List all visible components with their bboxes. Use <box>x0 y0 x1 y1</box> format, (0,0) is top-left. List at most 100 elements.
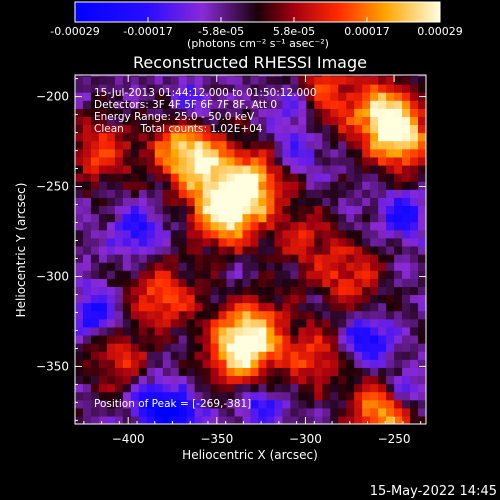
heatmap-cell <box>226 383 236 393</box>
heatmap-cell <box>370 124 379 134</box>
heatmap-cell <box>402 310 411 320</box>
heatmap-cell <box>226 140 236 150</box>
heatmap-cell <box>282 286 291 296</box>
heatmap-cell <box>146 286 156 296</box>
heatmap-cell <box>162 343 172 352</box>
heatmap-cell <box>218 407 228 417</box>
heatmap-cell <box>106 116 116 126</box>
heatmap-cell <box>386 116 395 126</box>
heatmap-cell <box>162 383 172 393</box>
heatmap-cell <box>75 351 84 360</box>
heatmap-cell <box>370 75 379 77</box>
heatmap-cell <box>378 75 387 85</box>
heatmap-cell <box>306 245 315 255</box>
heatmap-cell <box>282 245 291 255</box>
heatmap-cell <box>178 205 188 215</box>
heatmap-cell <box>394 148 403 158</box>
heatmap-cell <box>282 375 291 385</box>
heatmap-cell <box>322 237 331 247</box>
heatmap-cell <box>338 124 347 134</box>
heatmap-cell <box>330 205 339 215</box>
heatmap-cell <box>402 302 411 312</box>
heatmap-cell <box>98 92 108 101</box>
heatmap-cell <box>250 254 260 263</box>
heatmap-cell <box>370 189 379 198</box>
heatmap-cell <box>138 92 148 101</box>
heatmap-cell <box>282 391 291 401</box>
heatmap-cell <box>130 343 140 352</box>
heatmap-cell <box>130 92 140 101</box>
heatmap-cell <box>186 391 196 401</box>
heatmap-cell <box>138 229 148 239</box>
heatmap-cell <box>386 399 395 409</box>
heatmap-cell <box>306 343 315 352</box>
heatmap-cell <box>362 351 371 360</box>
heatmap-cell <box>386 237 395 247</box>
heatmap-cell <box>146 351 156 360</box>
heatmap-cell <box>298 189 307 198</box>
heatmap-cell <box>202 205 212 215</box>
heatmap-cell <box>354 391 363 401</box>
heatmap-cell <box>178 302 188 312</box>
heatmap-cell <box>250 359 260 368</box>
y-axis-label: Heliocentric Y (arcsec) <box>14 183 28 318</box>
heatmap-cell <box>274 83 284 93</box>
heatmap-cell <box>122 197 132 207</box>
heatmap-cell <box>266 140 276 150</box>
heatmap-cell <box>90 197 100 207</box>
heatmap-cell <box>354 415 363 424</box>
heatmap-cell <box>338 197 347 207</box>
heatmap-cell <box>250 164 260 174</box>
heatmap-cell <box>210 310 220 320</box>
heatmap-cell <box>338 108 347 117</box>
heatmap-cell <box>162 278 172 287</box>
heatmap-cell <box>298 310 307 320</box>
heatmap-cell <box>418 302 426 312</box>
heatmap-cell <box>82 164 92 174</box>
heatmap-cell <box>394 286 403 296</box>
heatmap-cell <box>250 343 260 352</box>
heatmap-cell <box>90 164 100 174</box>
heatmap-cell <box>218 116 228 126</box>
heatmap-cell <box>250 294 260 304</box>
heatmap-cell <box>154 310 164 320</box>
heatmap-cell <box>290 318 299 328</box>
heatmap-cell <box>346 326 355 336</box>
heatmap-cell <box>146 213 156 223</box>
heatmap-cell <box>154 189 164 198</box>
heatmap-cell <box>98 100 108 109</box>
heatmap-cell <box>274 334 284 344</box>
heatmap-cell <box>346 92 355 101</box>
heatmap-cell <box>346 100 355 109</box>
heatmap-cell <box>282 383 291 393</box>
heatmap-cell <box>218 83 228 93</box>
heatmap-cell <box>82 116 92 126</box>
heatmap-cell <box>402 359 411 368</box>
heatmap-cell <box>402 391 411 401</box>
heatmap-cell <box>218 278 228 287</box>
heatmap-cell <box>122 375 132 385</box>
heatmap-cell <box>418 262 426 271</box>
heatmap-cell <box>218 318 228 328</box>
heatmap-cell <box>122 108 132 117</box>
heatmap-cell <box>162 351 172 360</box>
heatmap-cell <box>346 213 355 223</box>
heatmap-cell <box>330 326 339 336</box>
heatmap-cell <box>346 173 355 182</box>
heatmap-cell <box>258 237 268 247</box>
heatmap-cell <box>298 359 307 368</box>
heatmap-cell <box>106 351 116 360</box>
heatmap-cell <box>370 383 379 393</box>
heatmap-cell <box>282 237 291 247</box>
heatmap-cell <box>250 302 260 312</box>
heatmap-cell <box>314 140 323 150</box>
heatmap-cell <box>170 359 180 368</box>
heatmap-cell <box>314 399 323 409</box>
heatmap-cell <box>210 294 220 304</box>
heatmap-cell <box>162 286 172 296</box>
heatmap-cell <box>338 294 347 304</box>
heatmap-cell <box>330 116 339 126</box>
heatmap-cell <box>154 318 164 328</box>
heatmap-cell <box>394 197 403 207</box>
heatmap-cell <box>306 262 315 271</box>
